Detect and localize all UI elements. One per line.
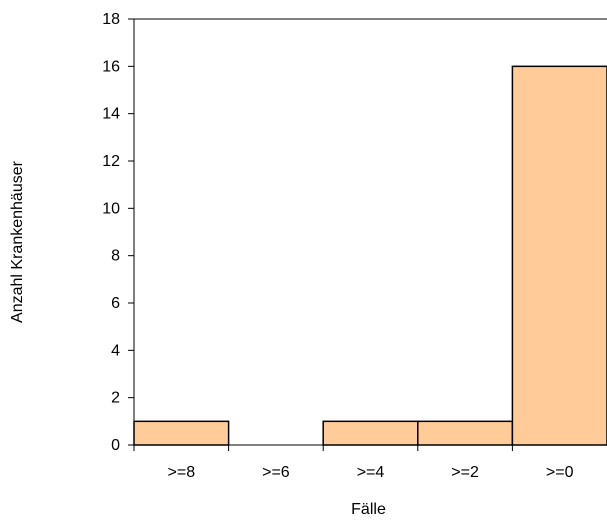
y-axis-label: Anzahl Krankenhäuser	[9, 160, 26, 323]
y-axis-ticks: 0 2 4 6 8 10 12 14 16 18	[102, 11, 134, 454]
x-tick-label: >=8	[168, 464, 196, 481]
x-axis-label: Fälle	[351, 501, 386, 518]
y-tick-label: 4	[111, 342, 120, 359]
x-tick-label: >=2	[451, 464, 479, 481]
y-tick-label: 0	[111, 437, 120, 454]
y-tick-label: 16	[102, 58, 120, 75]
bar	[322, 420, 419, 446]
bar	[133, 420, 230, 446]
y-tick-label: 6	[111, 295, 120, 312]
x-tick-label: >=6	[262, 464, 290, 481]
bar	[511, 65, 607, 446]
y-tick-label: 10	[102, 200, 120, 217]
y-tick-label: 14	[102, 106, 120, 123]
x-axis-ticks: >=8 >=6 >=4 >=2 >=0	[133, 445, 574, 481]
y-tick-label: 8	[111, 248, 120, 265]
x-tick-label: >=4	[357, 464, 385, 481]
bars	[133, 65, 607, 446]
bar	[417, 420, 514, 446]
y-tick-label: 2	[111, 390, 120, 407]
x-tick-label: >=0	[546, 464, 574, 481]
y-tick-label: 12	[102, 153, 120, 170]
y-tick-label: 18	[102, 11, 120, 28]
